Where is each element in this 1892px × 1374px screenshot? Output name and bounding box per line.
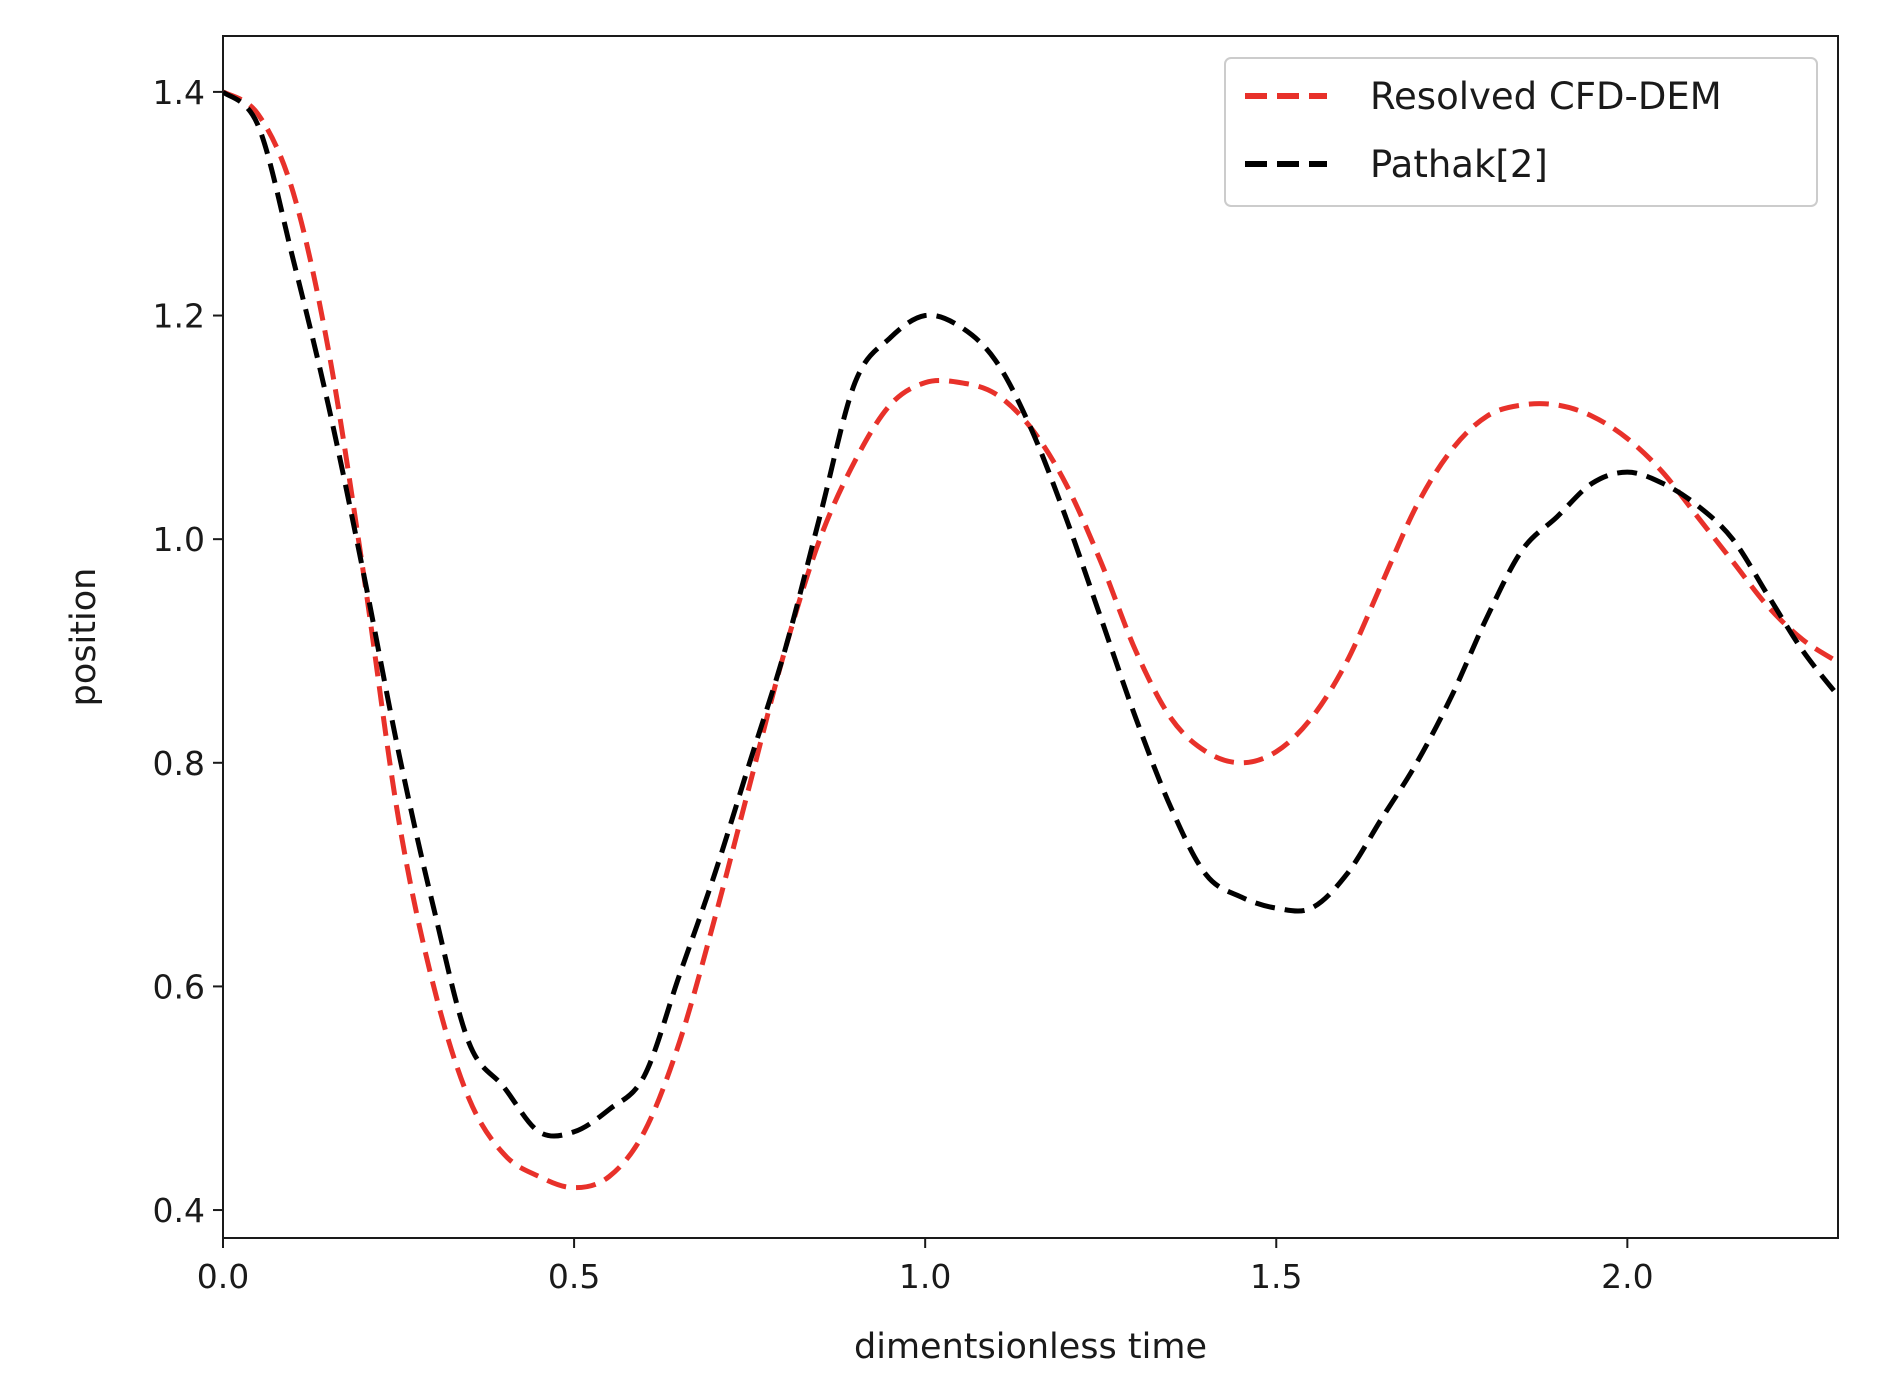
legend: Resolved CFD-DEM Pathak[2]	[1224, 57, 1818, 207]
series-line-resolved-cfd-dem	[223, 89, 1838, 1191]
y-tick-label: 1.2	[153, 297, 205, 336]
legend-box	[1224, 57, 1818, 207]
x-tick-label: 1.0	[899, 1257, 951, 1296]
x-tick-label: 2.0	[1601, 1257, 1653, 1296]
y-axis-label: position	[64, 568, 104, 707]
y-tick-label: 1.0	[153, 520, 205, 559]
legend-label-pathak: Pathak[2]	[1370, 143, 1548, 186]
plot-area	[222, 35, 1839, 1239]
x-axis-label: dimentsionless time	[854, 1327, 1207, 1367]
legend-label-resolved-cfd-dem: Resolved CFD-DEM	[1370, 75, 1722, 118]
y-axis-ticks: 0.4 0.6 0.8 1.0 1.2 1.4	[153, 73, 223, 1230]
y-tick-label: 1.4	[153, 73, 205, 112]
axes-frame	[222, 35, 1839, 1239]
series-layer	[223, 89, 1838, 1191]
series-line-pathak	[223, 89, 1838, 1139]
x-tick-label: 0.0	[197, 1257, 249, 1296]
x-tick-label: 0.5	[548, 1257, 600, 1296]
y-tick-label: 0.6	[153, 967, 205, 1006]
y-tick-label: 0.8	[153, 744, 205, 783]
x-tick-label: 1.5	[1250, 1257, 1302, 1296]
x-axis-ticks: 0.0 0.5 1.0 1.5 2.0	[197, 1238, 1654, 1296]
y-tick-label: 0.4	[153, 1191, 205, 1230]
